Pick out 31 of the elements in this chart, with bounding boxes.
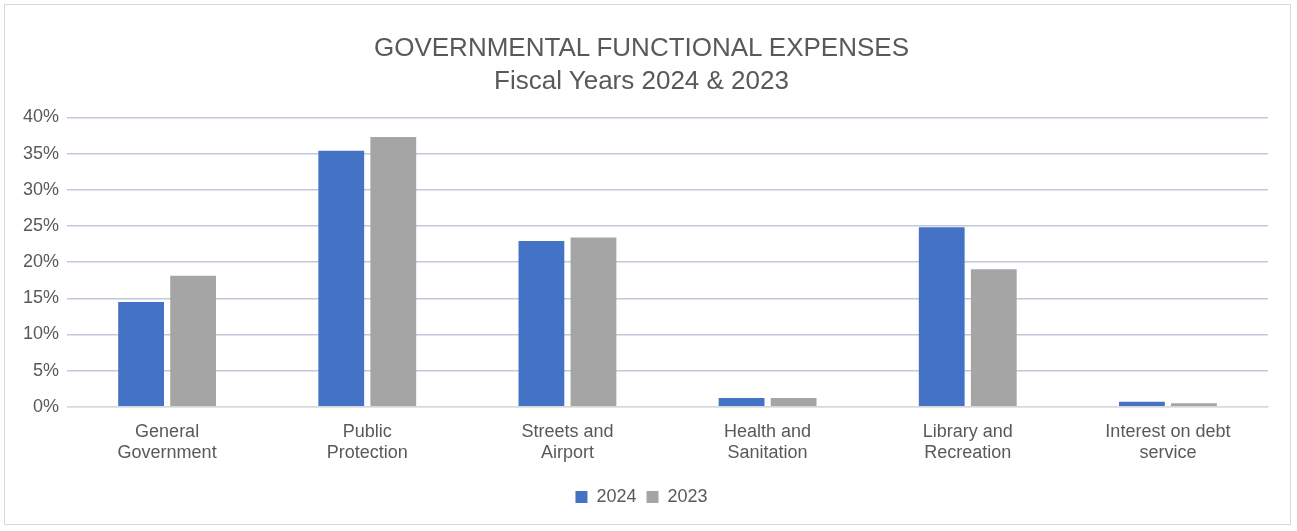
bar (770, 398, 817, 407)
y-tick-label: 20% (23, 251, 60, 272)
bar (970, 269, 1017, 407)
bar (118, 301, 164, 407)
y-tick-label: 25% (23, 214, 60, 235)
x-tick-label: General Government (117, 420, 217, 463)
bar (318, 150, 365, 407)
bar (1171, 403, 1217, 407)
y-tick-label: 35% (23, 142, 60, 163)
bar (170, 275, 217, 407)
y-tick-label: 5% (33, 359, 60, 380)
bar (918, 227, 965, 407)
x-tick-label: Interest on debt service (1105, 420, 1231, 463)
y-tick-label: 30% (23, 178, 60, 199)
bar (370, 136, 417, 407)
y-tick-label: 0% (33, 395, 60, 416)
y-tick-label: 15% (23, 287, 60, 308)
legend-label: 2023 (667, 485, 708, 506)
y-tick-label: 10% (23, 323, 60, 344)
bar (518, 241, 565, 407)
chart-title: GOVERNMENTAL FUNCTIONAL EXPENSES (373, 31, 910, 62)
x-tick-label: Public Protection (326, 420, 408, 463)
legend-label: 2024 (596, 485, 637, 506)
x-tick-label: Health and Sanitation (724, 420, 812, 463)
x-tick-label: Library and Recreation (922, 420, 1013, 463)
bar (1119, 401, 1165, 407)
bar (570, 237, 617, 407)
bar (718, 398, 765, 407)
y-tick-label: 40% (23, 106, 60, 127)
x-tick-label: Streets and Airport (521, 420, 614, 463)
chart-subtitle: Fiscal Years 2024 & 2023 (494, 64, 789, 95)
